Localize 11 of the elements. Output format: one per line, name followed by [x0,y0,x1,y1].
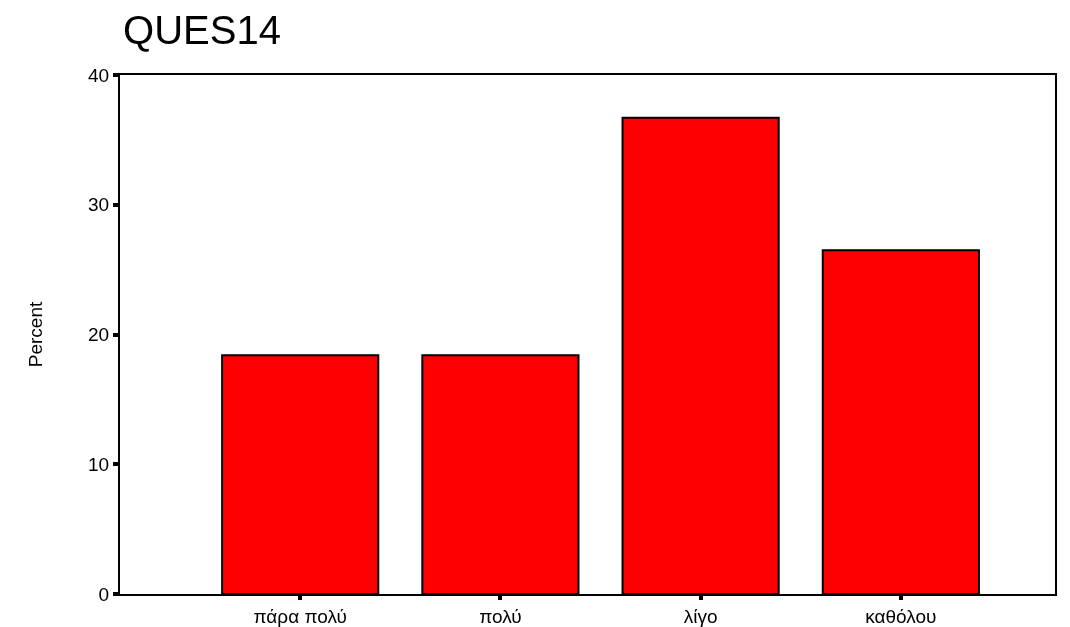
y-tick-label: 0 [98,583,110,605]
y-axis-title: Percent [25,301,47,368]
x-tick-label: πολύ [479,605,522,627]
chart-title: QUES14 [123,7,281,52]
y-tick-label: 30 [88,194,110,216]
x-tick-label: πάρα πολύ [253,605,347,627]
x-tick-label: καθόλου [865,605,937,627]
y-tick-label: 10 [88,453,110,475]
y-tick-label: 40 [88,64,110,86]
y-tick-label: 20 [88,324,110,346]
x-tick-label: λίγο [683,605,718,627]
